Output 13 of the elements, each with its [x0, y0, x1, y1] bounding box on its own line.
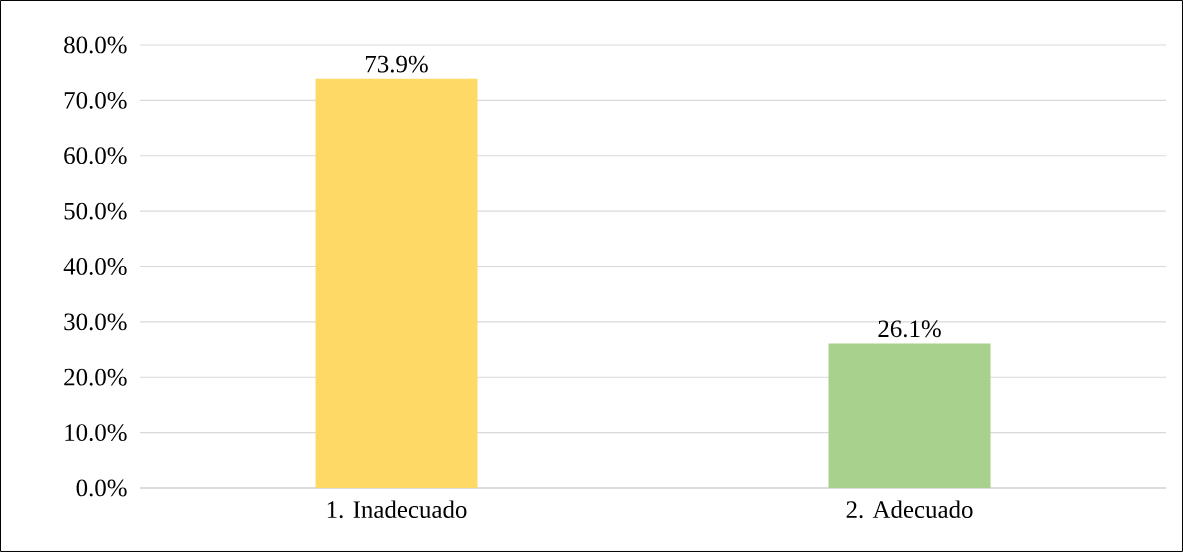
- y-tick-label: 70.0%: [64, 91, 127, 109]
- data-label: 26.1%: [878, 320, 941, 338]
- y-tick-label: 0.0%: [76, 479, 127, 497]
- data-label: 73.9%: [365, 55, 428, 73]
- y-tick-label: 10.0%: [65, 424, 127, 442]
- x-tick-label: 2. Adecuado: [846, 500, 973, 519]
- y-tick-label: 60.0%: [64, 147, 127, 165]
- y-tick-label: 30.0%: [64, 313, 127, 331]
- x-tick-label: 1. Inadecuado: [327, 500, 467, 519]
- y-tick-label: 50.0%: [64, 202, 127, 220]
- y-tick-label: 20.0%: [64, 368, 127, 386]
- y-tick-label: 80.0%: [64, 36, 127, 54]
- y-tick-label: 40.0%: [63, 258, 127, 275]
